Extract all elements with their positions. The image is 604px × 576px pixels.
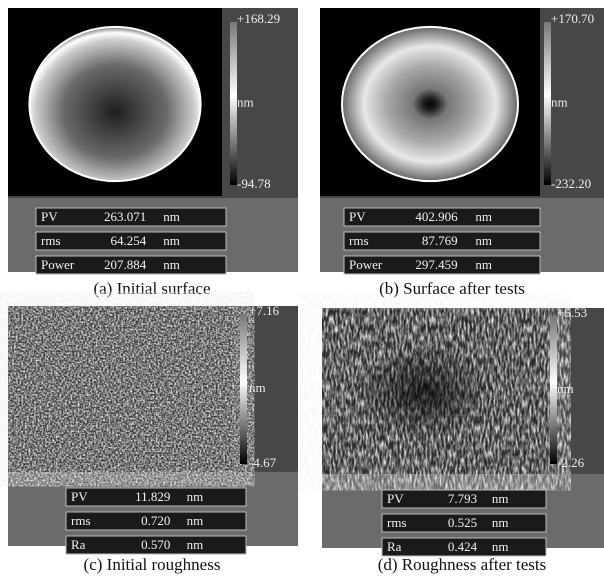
caption: (d) Roughness after tests (378, 555, 547, 574)
surface-map (342, 27, 518, 181)
colorbar-max: +170.70 (551, 11, 594, 26)
stat-unit: nm (492, 515, 509, 530)
colorbar (230, 22, 237, 185)
stat-label: Ra (387, 539, 402, 554)
panel: +5.53 nm -2.26 PV 7.793 nm rms 0.525 nm Ra 0.424 nm… (322, 305, 604, 574)
dark-region (356, 343, 492, 441)
surface-map (29, 27, 200, 181)
stat-label: Power (349, 257, 383, 272)
panel: +168.29 nm -94.78 PV 263.071 nm rms 64.254 nm Pow… (8, 8, 298, 298)
colorbar-max: +168.29 (237, 11, 280, 26)
stat-label: rms (387, 515, 407, 530)
colorbar-unit: nm (557, 381, 574, 396)
panel: +170.70 nm -232.20 PV 402.906 nm rms 87.769 nm Po… (320, 8, 604, 298)
stat-unit: nm (187, 537, 204, 552)
stat-label: PV (387, 491, 404, 506)
stat-value: 263.071 (104, 209, 146, 224)
stat-value: 0.424 (448, 539, 478, 554)
colorbar-max: +7.16 (249, 303, 280, 318)
stat-unit: nm (475, 209, 492, 224)
stat-unit: nm (475, 257, 492, 272)
colorbar (240, 314, 247, 464)
stat-unit: nm (187, 489, 204, 504)
colorbar-unit: nm (237, 94, 254, 109)
panel: +7.16 nm -4.67 PV 11.829 nm rms 0.720 nm Ra 0.570 n… (8, 303, 298, 574)
stat-label: PV (41, 209, 58, 224)
stat-label: PV (71, 489, 88, 504)
roughness-map (8, 308, 232, 470)
colorbar-min: -4.67 (249, 455, 277, 470)
colorbar-unit: nm (249, 380, 266, 395)
colorbar-min: -94.78 (237, 176, 271, 191)
stat-unit: nm (492, 491, 509, 506)
stat-value: 297.459 (415, 257, 457, 272)
stat-value: 402.906 (415, 209, 458, 224)
stat-label: PV (349, 209, 366, 224)
caption: (a) Initial surface (93, 279, 210, 298)
stat-value: 87.769 (422, 233, 458, 248)
stat-unit: nm (163, 257, 180, 272)
colorbar-min: -2.26 (557, 455, 585, 470)
stat-label: rms (349, 233, 369, 248)
stat-label: rms (71, 513, 91, 528)
stat-value: 64.254 (110, 233, 146, 248)
stat-value: 207.884 (104, 257, 147, 272)
colorbar-min: -232.20 (551, 176, 591, 191)
caption: (b) Surface after tests (379, 279, 525, 298)
caption: (c) Initial roughness (84, 555, 221, 574)
stat-unit: nm (492, 539, 509, 554)
stat-label: Ra (71, 537, 86, 552)
colorbar (550, 316, 557, 464)
stat-value: 0.720 (141, 513, 170, 528)
stat-label: rms (41, 233, 61, 248)
stat-value: 0.525 (448, 515, 477, 530)
stats-area (322, 474, 604, 548)
stat-value: 11.829 (135, 489, 170, 504)
stat-value: 0.570 (141, 537, 170, 552)
colorbar-unit: nm (551, 94, 568, 109)
figure: +168.29 nm -94.78 PV 263.071 nm rms 64.254 nm Pow… (0, 0, 604, 576)
stat-unit: nm (163, 209, 180, 224)
stat-label: Power (41, 257, 75, 272)
stat-unit: nm (187, 513, 204, 528)
colorbar-max: +5.53 (557, 305, 587, 320)
stat-unit: nm (475, 233, 492, 248)
colorbar (544, 22, 551, 185)
stat-unit: nm (163, 233, 180, 248)
stat-value: 7.793 (448, 491, 477, 506)
stats-area (8, 472, 298, 546)
